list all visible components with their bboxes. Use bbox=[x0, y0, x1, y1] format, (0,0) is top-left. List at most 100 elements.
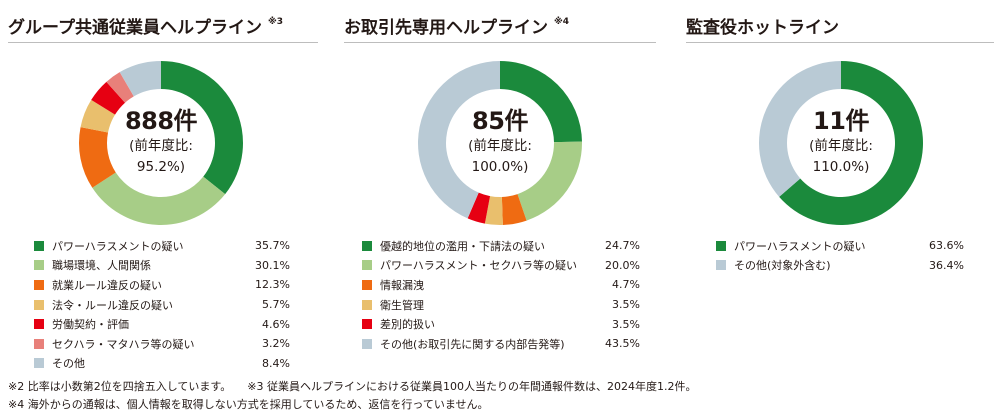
donut-chart: 85件 (前年度比: 100.0%) bbox=[417, 60, 583, 226]
legend-value: 8.4% bbox=[262, 356, 290, 370]
legend-item: その他(対象外含む) 36.4% bbox=[716, 256, 964, 276]
legend-swatch bbox=[34, 240, 44, 251]
legend-label: 差別的扱い bbox=[380, 318, 435, 332]
legend-item: その他 8.4% bbox=[34, 354, 290, 374]
legend-item: 就業ルール違反の疑い 12.3% bbox=[34, 275, 290, 295]
donut-slice bbox=[80, 99, 116, 133]
donut-slice bbox=[484, 196, 503, 225]
donut-slice bbox=[79, 127, 116, 188]
donut-slice bbox=[517, 141, 582, 221]
yoy-label: (前年度比: bbox=[129, 138, 193, 154]
donut-slice bbox=[92, 172, 226, 226]
donut-slice bbox=[467, 192, 491, 224]
donut-slice bbox=[759, 61, 841, 197]
legend-label: 就業ルール違反の疑い bbox=[52, 278, 162, 292]
legend-value: 35.7% bbox=[255, 239, 290, 253]
legend-item: セクハラ・マタハラ等の疑い 3.2% bbox=[34, 334, 290, 354]
legend-item: パワーハラスメントの疑い 63.6% bbox=[716, 236, 964, 256]
donut-center: 11件 (前年度比: 110.0%) bbox=[758, 60, 924, 226]
yoy-value: 95.2%) bbox=[136, 159, 186, 175]
legend-label: 優越的地位の濫用・下請法の疑い bbox=[380, 239, 545, 253]
donut-chart: 11件 (前年度比: 110.0%) bbox=[758, 60, 924, 226]
legend-swatch bbox=[34, 358, 44, 369]
chart-legend: パワーハラスメントの疑い 35.7% 職場環境、人間関係 30.1% 就業ルール違反の疑… bbox=[34, 236, 290, 373]
donut-slice bbox=[106, 72, 134, 103]
donut-svg bbox=[759, 61, 923, 225]
chart-legend: パワーハラスメントの疑い 63.6% その他(対象外含む) 36.4% bbox=[716, 236, 964, 275]
legend-item: 法令・ルール違反の疑い 5.7% bbox=[34, 295, 290, 315]
legend-value: 43.5% bbox=[605, 337, 640, 351]
panel-supplier-helpline: お取引先専用ヘルプライン ※4 85件 (前年度比: 100.0%) 優越的地位の… bbox=[344, 0, 656, 351]
legend-label: 職場環境、人間関係 bbox=[52, 259, 151, 273]
footnotes: ※2 比率は小数第2位を四捨五入しています。 ※3 従業員ヘルプラインにおける従業… bbox=[8, 378, 696, 414]
chart-title: お取引先専用ヘルプライン ※4 bbox=[344, 13, 656, 43]
total-count: 11件 bbox=[813, 107, 869, 135]
donut-slice bbox=[501, 194, 527, 225]
footnote-3: ※3 従業員ヘルプラインにおける従業員100人当たりの年間通報件数は、2024年… bbox=[247, 380, 697, 393]
legend-swatch bbox=[34, 338, 44, 349]
panel-employee-helpline: グループ共通従業員ヘルプライン ※3 888件 (前年度比: 95.2%) パワー… bbox=[8, 0, 318, 370]
legend-item: 労働契約・評価 4.6% bbox=[34, 314, 290, 334]
legend-swatch bbox=[34, 279, 44, 290]
legend-swatch bbox=[362, 338, 372, 349]
donut-svg bbox=[418, 61, 582, 225]
chart-title: 監査役ホットライン bbox=[686, 13, 994, 43]
chart-legend: 優越的地位の濫用・下請法の疑い 24.7% パワーハラスメント・セクハラ等の疑い 20… bbox=[362, 236, 640, 354]
legend-swatch bbox=[716, 260, 726, 271]
legend-item: 優越的地位の濫用・下請法の疑い 24.7% bbox=[362, 236, 640, 256]
donut-center: 85件 (前年度比: 100.0%) bbox=[417, 60, 583, 226]
legend-value: 5.7% bbox=[262, 298, 290, 312]
legend-value: 24.7% bbox=[605, 239, 640, 253]
legend-label: その他(お取引先に関する内部告発等) bbox=[380, 337, 565, 351]
total-count: 85件 bbox=[472, 107, 528, 135]
total-count: 888件 bbox=[124, 107, 198, 135]
legend-swatch bbox=[362, 319, 372, 330]
chart-title-text: 監査役ホットライン bbox=[686, 18, 839, 38]
legend-label: その他 bbox=[52, 357, 85, 371]
legend-label: 情報漏洩 bbox=[380, 278, 424, 292]
donut-svg bbox=[79, 61, 244, 226]
legend-value: 63.6% bbox=[929, 239, 964, 253]
yoy-label: (前年度比: bbox=[809, 138, 873, 154]
legend-value: 3.2% bbox=[262, 337, 290, 351]
donut-slice bbox=[119, 61, 161, 97]
legend-item: パワーハラスメントの疑い 35.7% bbox=[34, 236, 290, 256]
donut-slice bbox=[418, 61, 500, 219]
legend-item: 職場環境、人間関係 30.1% bbox=[34, 256, 290, 276]
legend-item: 情報漏洩 4.7% bbox=[362, 275, 640, 295]
legend-value: 3.5% bbox=[612, 317, 640, 331]
donut-center: 888件 (前年度比: 95.2%) bbox=[78, 60, 244, 226]
legend-item: 差別的扱い 3.5% bbox=[362, 314, 640, 334]
legend-swatch bbox=[34, 319, 44, 330]
legend-item: 衛生管理 3.5% bbox=[362, 295, 640, 315]
yoy-value: 100.0%) bbox=[471, 159, 529, 175]
donut-slice bbox=[91, 81, 126, 115]
footnote-2: ※2 比率は小数第2位を四捨五入しています。 bbox=[8, 380, 232, 393]
legend-swatch bbox=[362, 279, 372, 290]
legend-label: パワーハラスメントの疑い bbox=[734, 239, 866, 253]
legend-swatch bbox=[34, 299, 44, 310]
yoy-label: (前年度比: bbox=[468, 138, 532, 154]
yoy-value: 110.0%) bbox=[812, 159, 870, 175]
legend-label: セクハラ・マタハラ等の疑い bbox=[52, 337, 195, 351]
donut-slice bbox=[500, 61, 582, 143]
legend-item: その他(お取引先に関する内部告発等) 43.5% bbox=[362, 334, 640, 354]
legend-value: 36.4% bbox=[929, 258, 964, 272]
legend-value: 3.5% bbox=[612, 298, 640, 312]
legend-swatch bbox=[34, 260, 44, 271]
legend-value: 4.7% bbox=[612, 278, 640, 292]
legend-label: その他(対象外含む) bbox=[734, 259, 831, 273]
footnote-4: ※4 海外からの通報は、個人情報を取得しない方式を採用しているため、返信を行って… bbox=[8, 398, 489, 411]
legend-label: パワーハラスメント・セクハラ等の疑い bbox=[380, 259, 578, 273]
legend-value: 4.6% bbox=[262, 317, 290, 331]
legend-value: 30.1% bbox=[255, 258, 290, 272]
title-note: ※3 bbox=[267, 17, 283, 28]
legend-value: 20.0% bbox=[605, 258, 640, 272]
legend-value: 12.3% bbox=[255, 278, 290, 292]
legend-swatch bbox=[362, 240, 372, 251]
footnote-row: ※2 比率は小数第2位を四捨五入しています。 ※3 従業員ヘルプラインにおける従業… bbox=[8, 378, 696, 396]
legend-swatch bbox=[362, 260, 372, 271]
title-note: ※4 bbox=[554, 17, 570, 28]
panel-auditor-hotline: 監査役ホットライン 11件 (前年度比: 110.0%) パワーハラスメントの疑… bbox=[686, 0, 994, 272]
legend-swatch bbox=[716, 240, 726, 251]
